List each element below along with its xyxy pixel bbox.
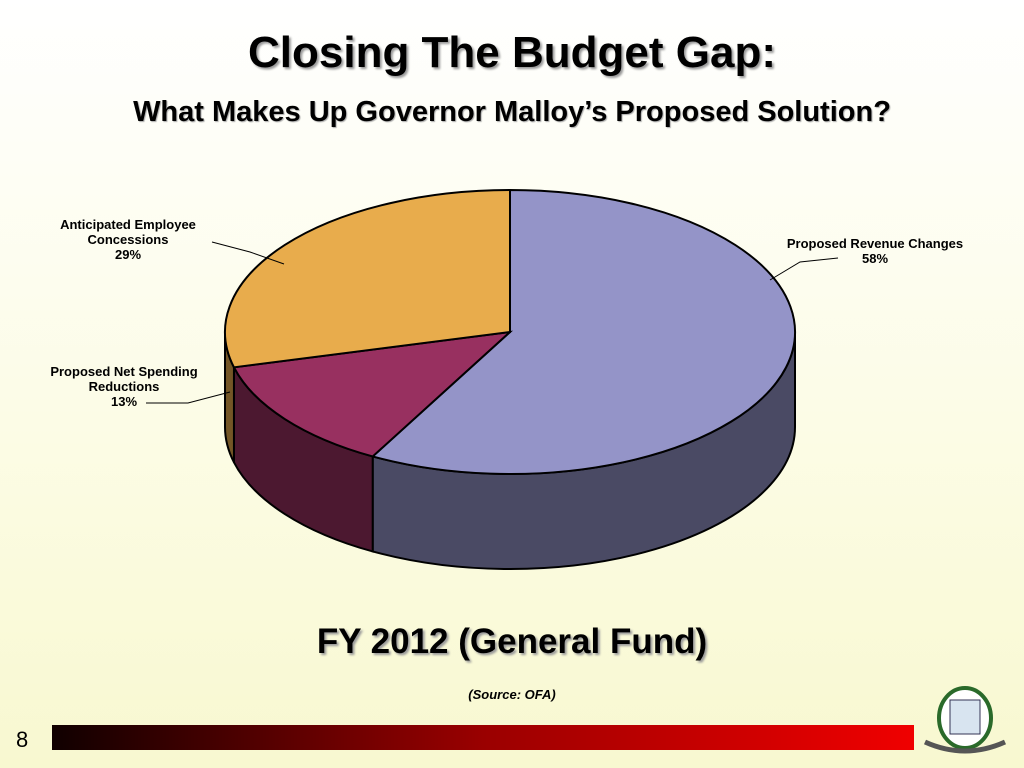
pie bbox=[224, 188, 796, 570]
slice-label: Proposed Net Spending Reductions 13% bbox=[38, 364, 210, 409]
slice-label: Anticipated Employee Concessions 29% bbox=[40, 217, 216, 262]
source-note: (Source: OFA) bbox=[468, 687, 556, 702]
label-line: 58% bbox=[861, 251, 889, 266]
label-line: Anticipated Employee Concessions bbox=[60, 217, 196, 247]
label-line: 13% bbox=[110, 394, 138, 409]
pie-slice bbox=[232, 330, 514, 458]
slide-title: Closing The Budget Gap: bbox=[248, 28, 776, 77]
label-line: Proposed Net Spending Reductions bbox=[50, 364, 198, 394]
label-line: 29% bbox=[114, 247, 142, 262]
leader-line bbox=[211, 241, 285, 265]
footer-bar bbox=[52, 725, 914, 750]
pie-slice bbox=[224, 188, 511, 369]
slide-subtitle: What Makes Up Governor Malloy’s Proposed… bbox=[133, 96, 891, 128]
leader-line bbox=[146, 391, 231, 404]
pie-slice bbox=[370, 188, 796, 475]
state-seal bbox=[923, 686, 1007, 754]
label-line: Proposed Revenue Changes bbox=[786, 236, 964, 251]
chart-title: FY 2012 (General Fund) bbox=[316, 622, 708, 661]
slice-label: Proposed Revenue Changes 58% bbox=[780, 236, 970, 266]
page-number: 8 bbox=[16, 727, 29, 752]
leader-line bbox=[769, 257, 839, 281]
